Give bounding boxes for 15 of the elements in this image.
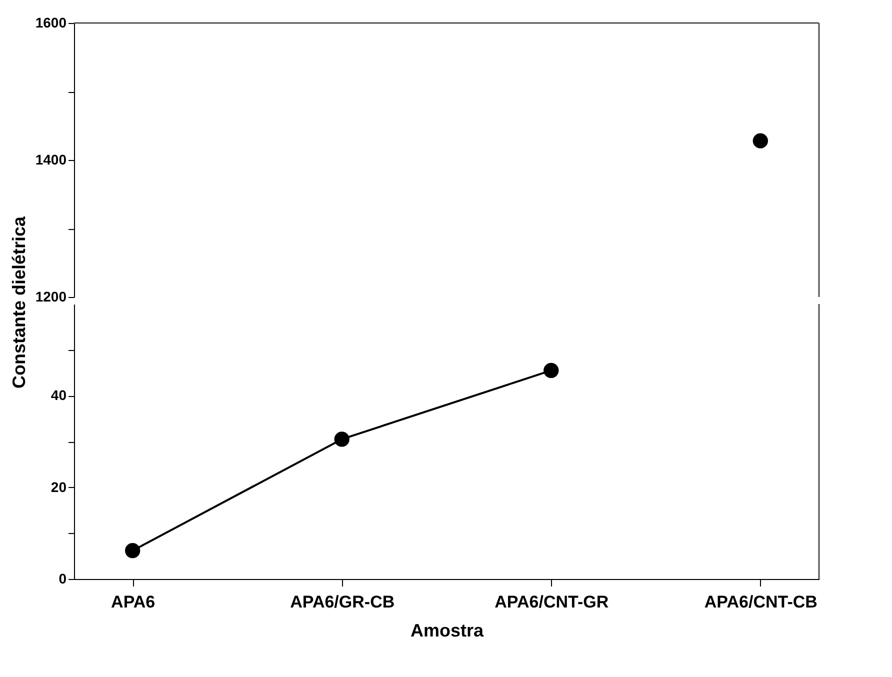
- y-tick-label: 1400: [35, 152, 67, 168]
- x-tick-label: APA6: [111, 592, 156, 612]
- y-tick-label: 20: [50, 478, 67, 495]
- x-tick-label: APA6/GR-CB: [290, 592, 395, 612]
- y-tick-label: 1600: [35, 14, 67, 30]
- y-tick-label: 1200: [35, 288, 67, 304]
- point: [544, 362, 559, 378]
- y-tick-label: 40: [50, 387, 67, 404]
- point: [334, 432, 350, 447]
- x-axis-title: Amostra: [410, 620, 484, 640]
- y-axis-title: Constante dielétrica: [8, 215, 29, 389]
- y-tick-label: 0: [58, 570, 67, 586]
- point: [125, 543, 140, 558]
- x-tick-label: APA6/CNT-GR: [494, 592, 609, 612]
- x-tick-label: APA6/CNT-CB: [704, 592, 818, 612]
